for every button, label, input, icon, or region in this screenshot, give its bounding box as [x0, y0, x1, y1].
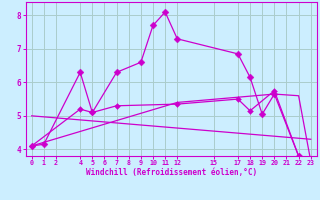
- X-axis label: Windchill (Refroidissement éolien,°C): Windchill (Refroidissement éolien,°C): [86, 168, 257, 177]
